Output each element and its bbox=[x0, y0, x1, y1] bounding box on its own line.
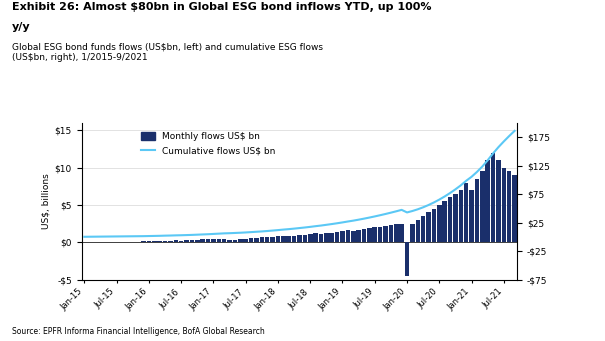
Bar bbox=[222, 239, 226, 242]
Bar bbox=[276, 236, 280, 242]
Bar bbox=[480, 171, 485, 242]
Bar bbox=[496, 160, 501, 242]
Bar bbox=[378, 226, 382, 242]
Bar bbox=[260, 237, 264, 242]
Bar bbox=[146, 241, 151, 242]
Bar bbox=[254, 238, 259, 242]
Bar bbox=[136, 241, 140, 242]
Bar bbox=[174, 240, 178, 242]
Bar bbox=[120, 241, 124, 242]
Bar bbox=[356, 229, 361, 242]
Bar bbox=[512, 175, 517, 242]
Bar bbox=[394, 224, 399, 242]
Bar bbox=[421, 216, 425, 242]
Bar bbox=[507, 171, 511, 242]
Bar bbox=[464, 182, 468, 242]
Bar bbox=[469, 190, 474, 242]
Bar bbox=[163, 241, 168, 242]
Bar bbox=[485, 160, 490, 242]
Bar bbox=[217, 239, 221, 242]
Bar bbox=[179, 241, 183, 242]
Text: y/y: y/y bbox=[12, 22, 31, 32]
Y-axis label: US$, billions: US$, billions bbox=[42, 173, 51, 229]
Bar bbox=[383, 226, 388, 242]
Bar bbox=[265, 237, 269, 242]
Bar bbox=[319, 234, 323, 242]
Text: Exhibit 26: Almost $80bn in Global ESG bond inflows YTD, up 100%: Exhibit 26: Almost $80bn in Global ESG b… bbox=[12, 2, 431, 12]
Bar bbox=[270, 237, 275, 242]
Bar bbox=[475, 179, 479, 242]
Bar bbox=[373, 227, 377, 242]
Bar bbox=[437, 205, 442, 242]
Bar bbox=[189, 240, 194, 242]
Text: Global ESG bond funds flows (US$bn, left) and cumulative ESG flows
(US$bn, right: Global ESG bond funds flows (US$bn, left… bbox=[12, 43, 323, 62]
Bar bbox=[168, 241, 172, 242]
Bar bbox=[152, 241, 157, 242]
Bar bbox=[302, 235, 307, 242]
Bar bbox=[335, 232, 339, 242]
Legend: Monthly flows US$ bn, Cumulative flows US$ bn: Monthly flows US$ bn, Cumulative flows U… bbox=[139, 129, 278, 158]
Bar bbox=[362, 229, 366, 242]
Bar bbox=[442, 201, 447, 242]
Bar bbox=[249, 238, 253, 242]
Bar bbox=[388, 225, 393, 242]
Bar bbox=[405, 242, 410, 276]
Bar bbox=[297, 235, 302, 242]
Bar bbox=[286, 236, 291, 242]
Bar bbox=[453, 194, 458, 242]
Bar bbox=[238, 239, 243, 242]
Bar bbox=[157, 241, 162, 242]
Bar bbox=[345, 230, 350, 242]
Bar bbox=[448, 197, 453, 242]
Bar bbox=[367, 228, 371, 242]
Bar bbox=[281, 236, 286, 242]
Bar bbox=[324, 233, 329, 242]
Bar bbox=[459, 190, 463, 242]
Bar bbox=[227, 240, 232, 242]
Bar bbox=[351, 231, 356, 242]
Bar bbox=[416, 220, 420, 242]
Bar bbox=[308, 234, 313, 242]
Bar bbox=[427, 212, 431, 242]
Bar bbox=[200, 239, 205, 242]
Bar bbox=[431, 209, 436, 242]
Bar bbox=[313, 233, 318, 242]
Bar bbox=[292, 236, 296, 242]
Bar bbox=[211, 239, 216, 242]
Bar bbox=[399, 224, 404, 242]
Bar bbox=[410, 224, 414, 242]
Bar bbox=[491, 153, 495, 242]
Bar bbox=[206, 239, 211, 242]
Bar bbox=[340, 231, 345, 242]
Text: Source: EPFR Informa Financial Intelligence, BofA Global Research: Source: EPFR Informa Financial Intellige… bbox=[12, 327, 265, 336]
Bar bbox=[330, 233, 334, 242]
Bar bbox=[233, 240, 237, 242]
Bar bbox=[243, 239, 248, 242]
Bar bbox=[195, 240, 200, 242]
Bar bbox=[141, 241, 146, 242]
Bar bbox=[185, 240, 189, 242]
Bar bbox=[502, 167, 506, 242]
